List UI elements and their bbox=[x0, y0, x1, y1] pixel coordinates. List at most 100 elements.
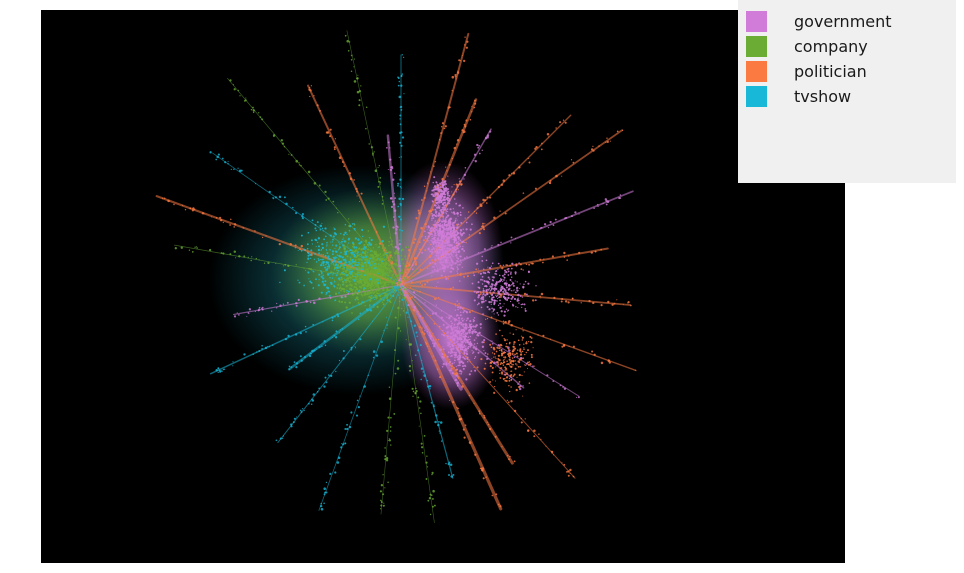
node-point bbox=[516, 286, 519, 289]
node-point bbox=[345, 306, 348, 309]
node-point bbox=[347, 265, 350, 268]
node-point bbox=[496, 300, 498, 302]
node-point bbox=[555, 174, 558, 178]
node-point bbox=[383, 284, 386, 287]
node-point bbox=[461, 341, 463, 343]
node-point bbox=[444, 356, 446, 358]
node-point bbox=[374, 269, 377, 271]
node-point bbox=[327, 290, 330, 293]
node-point bbox=[441, 233, 443, 235]
node-point bbox=[462, 367, 465, 370]
node-point bbox=[309, 268, 312, 271]
node-point bbox=[463, 123, 466, 126]
node-point bbox=[511, 281, 513, 283]
node-point bbox=[429, 239, 431, 241]
node-point bbox=[456, 226, 459, 229]
node-point bbox=[358, 254, 360, 257]
node-point bbox=[462, 323, 465, 326]
node-point bbox=[386, 429, 389, 433]
node-point bbox=[372, 257, 374, 259]
node-point bbox=[401, 197, 405, 201]
node-point bbox=[474, 160, 477, 163]
node-point bbox=[462, 311, 465, 314]
node-point bbox=[325, 199, 328, 201]
node-point bbox=[333, 265, 335, 267]
node-point bbox=[454, 378, 458, 382]
node-point bbox=[391, 257, 394, 259]
node-point bbox=[511, 353, 514, 355]
node-point bbox=[181, 204, 184, 207]
node-point bbox=[353, 275, 355, 277]
node-point bbox=[495, 320, 497, 322]
node-point bbox=[290, 425, 293, 428]
node-point bbox=[480, 228, 482, 230]
node-point bbox=[444, 182, 447, 185]
node-point bbox=[432, 339, 435, 342]
node-point bbox=[466, 317, 469, 320]
node-point bbox=[505, 286, 508, 289]
node-point bbox=[315, 229, 318, 232]
node-point bbox=[397, 327, 400, 330]
node-point bbox=[486, 134, 490, 137]
node-point bbox=[419, 400, 422, 403]
node-point bbox=[388, 263, 391, 266]
node-point bbox=[457, 346, 460, 349]
node-point bbox=[350, 411, 353, 414]
node-point bbox=[436, 184, 439, 187]
node-point bbox=[342, 238, 344, 241]
node-point bbox=[335, 244, 338, 247]
node-point bbox=[435, 247, 437, 249]
node-point bbox=[433, 268, 436, 271]
node-point bbox=[482, 288, 485, 290]
node-point bbox=[397, 289, 400, 291]
node-point bbox=[458, 336, 461, 339]
node-point bbox=[353, 279, 356, 282]
node-point bbox=[348, 261, 351, 264]
node-point bbox=[442, 319, 445, 322]
node-point bbox=[517, 297, 519, 299]
node-point bbox=[401, 272, 404, 274]
node-point bbox=[313, 301, 316, 305]
node-point bbox=[311, 243, 314, 245]
node-point bbox=[504, 212, 507, 215]
node-point bbox=[379, 280, 382, 282]
node-point bbox=[392, 288, 394, 291]
node-point bbox=[381, 301, 384, 304]
node-point bbox=[412, 395, 414, 397]
node-point bbox=[430, 243, 433, 246]
node-point bbox=[500, 367, 503, 369]
node-point bbox=[386, 252, 388, 255]
graph-node-points bbox=[161, 34, 636, 516]
node-point bbox=[449, 248, 452, 251]
node-point bbox=[531, 299, 535, 302]
node-point bbox=[379, 294, 382, 298]
node-point bbox=[451, 249, 454, 252]
node-point bbox=[445, 237, 448, 239]
node-point bbox=[493, 356, 495, 358]
node-point bbox=[261, 348, 263, 350]
node-point bbox=[361, 261, 364, 264]
node-point bbox=[491, 342, 494, 345]
node-point bbox=[369, 292, 372, 294]
node-point bbox=[437, 231, 439, 234]
node-point bbox=[455, 78, 457, 80]
node-point bbox=[446, 335, 449, 338]
node-point bbox=[449, 287, 452, 291]
node-point bbox=[380, 271, 384, 274]
node-point bbox=[351, 241, 354, 244]
node-point bbox=[520, 268, 523, 271]
node-point bbox=[366, 268, 368, 270]
node-point bbox=[435, 338, 437, 341]
node-point bbox=[399, 281, 402, 284]
node-point bbox=[352, 291, 354, 293]
node-point bbox=[457, 314, 459, 317]
node-point bbox=[335, 370, 337, 373]
node-point bbox=[333, 148, 336, 151]
node-point bbox=[388, 283, 390, 285]
node-point bbox=[456, 231, 458, 234]
node-point bbox=[453, 342, 456, 345]
node-point bbox=[446, 332, 448, 334]
node-point bbox=[333, 260, 336, 263]
node-point bbox=[467, 345, 470, 348]
legend-item-company: company bbox=[746, 34, 956, 59]
